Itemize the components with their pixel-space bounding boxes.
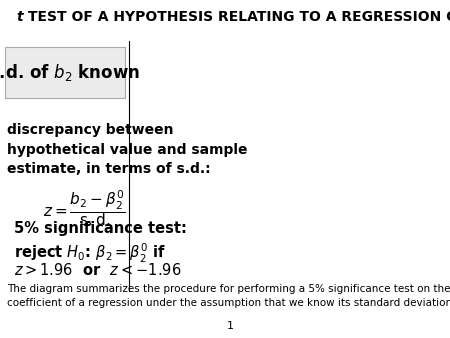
FancyBboxPatch shape xyxy=(5,47,125,98)
Text: 5% significance test:: 5% significance test: xyxy=(14,221,187,236)
Text: discrepancy between
hypothetical value and sample
estimate, in terms of s.d.:: discrepancy between hypothetical value a… xyxy=(7,123,248,176)
Text: reject $H_0$: $\beta_2 = \beta_2^0$ if: reject $H_0$: $\beta_2 = \beta_2^0$ if xyxy=(14,242,166,265)
Text: TEST OF A HYPOTHESIS RELATING TO A REGRESSION COEFFICIENT: TEST OF A HYPOTHESIS RELATING TO A REGRE… xyxy=(23,10,450,24)
Text: 1: 1 xyxy=(226,321,234,331)
Text: s.d. of $b_2$ known: s.d. of $b_2$ known xyxy=(0,62,140,83)
Text: $z > 1.96$  or  $z < -1.96$: $z > 1.96$ or $z < -1.96$ xyxy=(14,262,182,278)
Text: The diagram summarizes the procedure for performing a 5% significance test on th: The diagram summarizes the procedure for… xyxy=(7,284,450,308)
Text: $z = \dfrac{b_2 - \beta_2^0}{\mathrm{s.d.}}$: $z = \dfrac{b_2 - \beta_2^0}{\mathrm{s.d… xyxy=(43,188,126,227)
Text: t: t xyxy=(17,10,23,24)
